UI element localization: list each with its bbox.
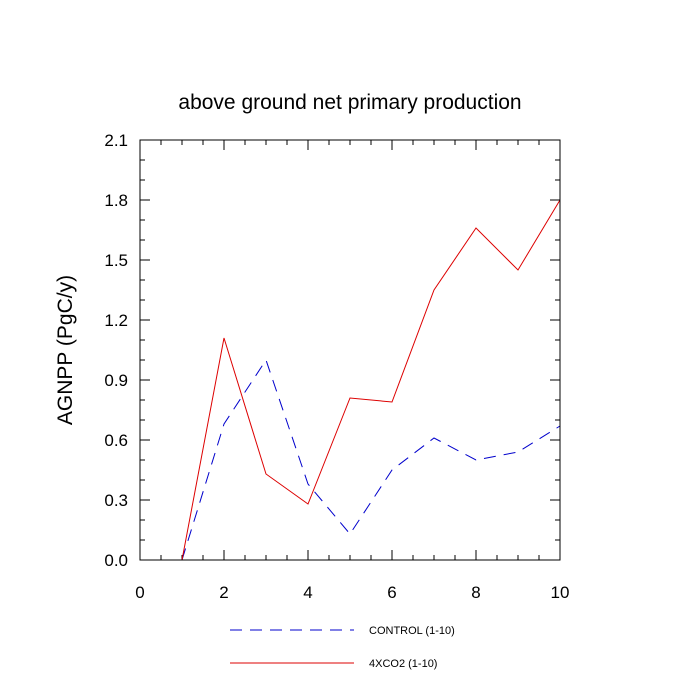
x-tick-label: 2 xyxy=(219,583,228,602)
tick-labels: 0 2 4 6 8 10 0.0 0.3 0.6 0.9 1.2 1.5 1.8 2.1 xyxy=(104,131,569,602)
x-tick-label: 8 xyxy=(471,583,480,602)
chart-title: above ground net primary production xyxy=(178,91,521,114)
y-tick-label: 0.3 xyxy=(104,491,128,510)
y-tick-label: 1.5 xyxy=(104,251,128,270)
x-tick-label: 4 xyxy=(303,583,312,602)
y-tick-label: 0.0 xyxy=(104,551,128,570)
axis-ticks xyxy=(139,139,561,561)
plot-frame xyxy=(139,139,561,561)
y-tick-label: 1.2 xyxy=(104,311,128,330)
x-tick-label: 0 xyxy=(135,583,144,602)
series-control-line xyxy=(181,358,561,561)
series-layer xyxy=(181,199,561,561)
y-tick-label: 0.6 xyxy=(104,431,128,450)
y-tick-label: 0.9 xyxy=(104,371,128,390)
legend-label-4xco2: 4XCO2 (1-10) xyxy=(369,658,437,670)
y-tick-label: 2.1 xyxy=(104,131,128,150)
x-tick-label: 6 xyxy=(387,583,396,602)
series-4xco2-line xyxy=(181,199,561,561)
y-tick-label: 1.8 xyxy=(104,191,128,210)
legend: CONTROL (1-10) 4XCO2 (1-10) xyxy=(230,625,455,670)
x-tick-label: 10 xyxy=(551,583,570,602)
y-axis-label: AGNPP (PgC/y) xyxy=(54,275,77,425)
legend-label-control: CONTROL (1-10) xyxy=(369,625,455,637)
